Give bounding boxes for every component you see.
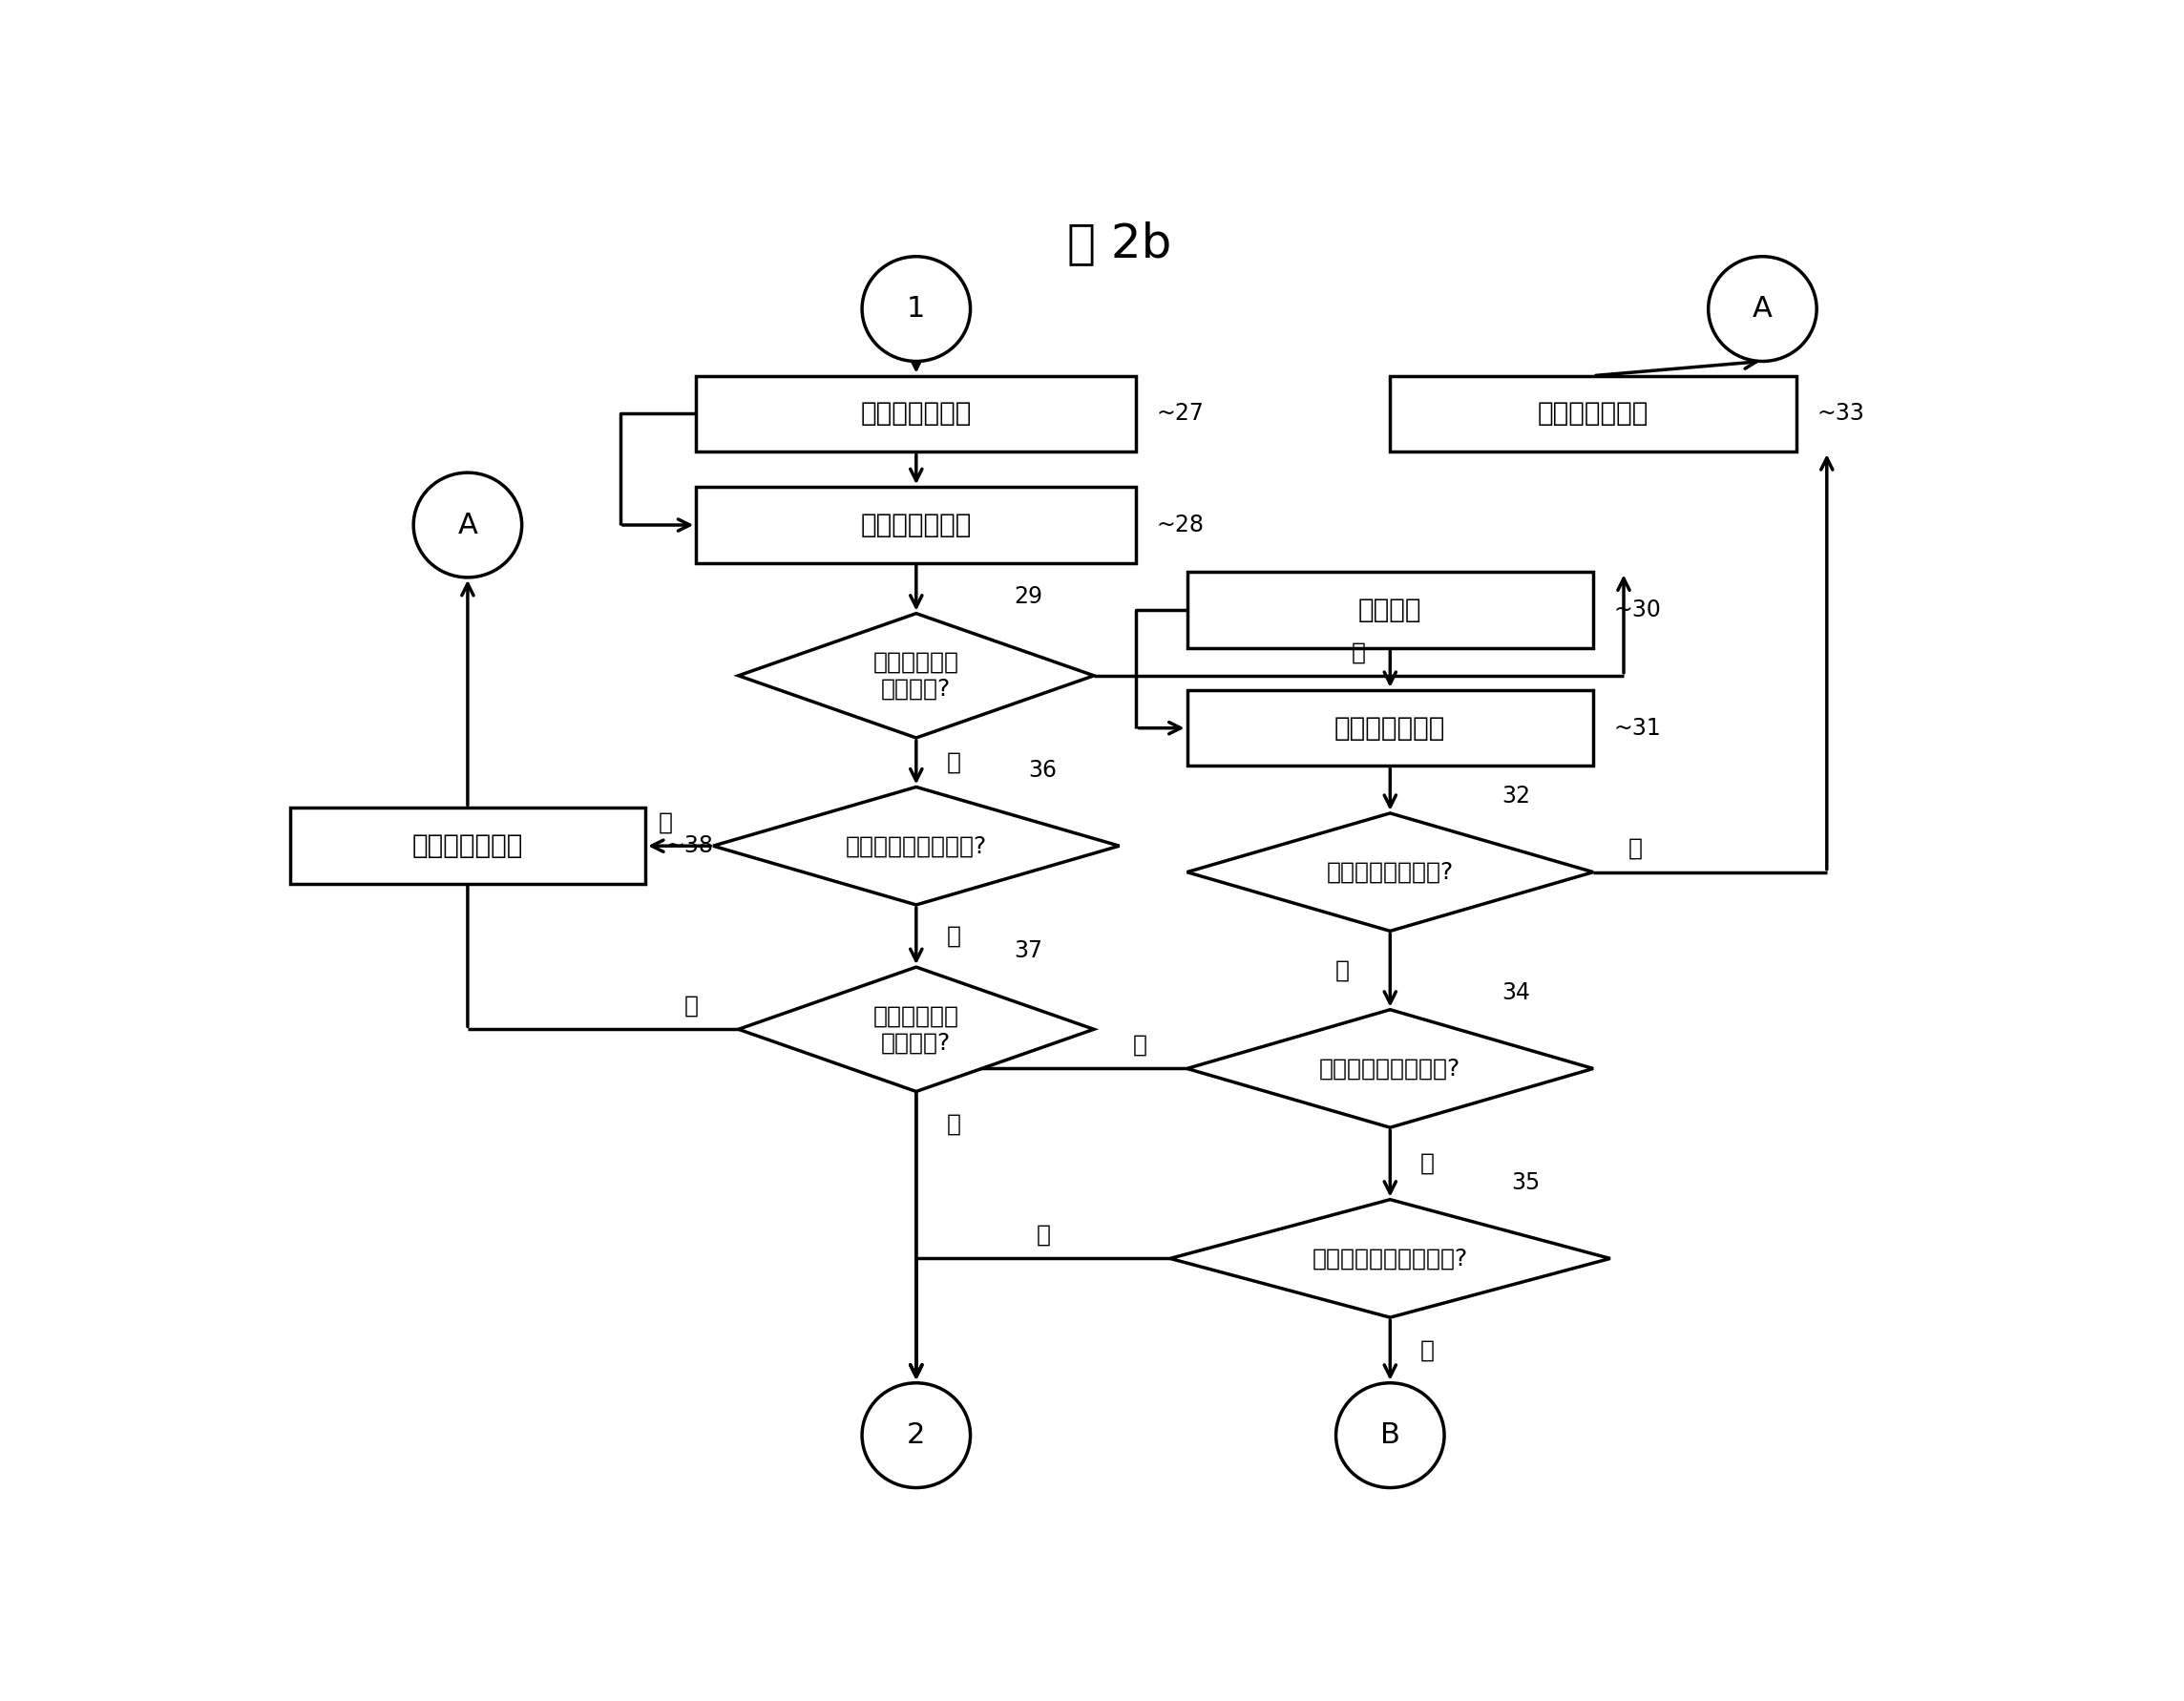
Text: 排水泵继续工作: 排水泵继续工作 [860,512,972,539]
Text: 是否收到运行指令?: 是否收到运行指令? [1326,861,1455,883]
Ellipse shape [1708,257,1817,361]
Text: 是否收到停止
运行指令?: 是否收到停止 运行指令? [874,651,959,701]
Text: A: A [459,512,478,539]
Text: 排水泵是否结束工作?: 排水泵是否结束工作? [1319,1056,1461,1080]
Polygon shape [738,614,1094,738]
Text: 开启电动膨胀阀: 开启电动膨胀阀 [413,832,524,859]
Text: 是: 是 [1629,837,1642,861]
Text: 否: 否 [1133,1034,1147,1056]
FancyBboxPatch shape [1188,691,1594,765]
Text: 29: 29 [1013,585,1042,609]
Text: 停止运行: 停止运行 [1358,597,1422,624]
Text: A: A [1752,294,1773,323]
Text: 否: 否 [684,995,699,1017]
Text: 37: 37 [1013,939,1042,961]
Polygon shape [738,968,1094,1092]
Text: 34: 34 [1503,981,1531,1004]
Polygon shape [1188,813,1594,930]
Text: 否: 否 [660,811,673,833]
Ellipse shape [413,473,522,577]
Text: ~28: ~28 [1158,514,1203,536]
Text: 否: 否 [1337,959,1350,981]
Text: 是: 是 [946,925,961,947]
Text: 32: 32 [1503,786,1531,808]
Text: 是否发生浮子
检测信号?: 是否发生浮子 检测信号? [874,1005,959,1055]
Text: B: B [1380,1422,1400,1449]
Text: ~38: ~38 [666,835,714,857]
FancyBboxPatch shape [290,808,646,885]
Text: 是: 是 [1035,1223,1051,1247]
Ellipse shape [1337,1383,1444,1488]
Text: 36: 36 [1029,759,1057,782]
Text: 排水泵是否结束工作?: 排水泵是否结束工作? [845,835,987,857]
Text: ~31: ~31 [1614,716,1662,740]
FancyBboxPatch shape [1188,572,1594,648]
Text: 是: 是 [946,1112,961,1136]
Text: 开启电动膨胀阀: 开启电动膨胀阀 [1538,400,1649,427]
FancyBboxPatch shape [697,486,1136,563]
Ellipse shape [863,1383,970,1488]
Polygon shape [1188,1010,1594,1128]
Text: 是: 是 [1420,1152,1435,1175]
Text: 否: 否 [946,750,961,774]
Text: ~30: ~30 [1614,599,1662,621]
Text: 2: 2 [906,1422,926,1449]
Polygon shape [1171,1199,1610,1317]
Text: 图 2b: 图 2b [1068,221,1171,267]
Text: 否: 否 [1420,1339,1435,1361]
Text: 1: 1 [906,294,926,323]
Ellipse shape [863,257,970,361]
FancyBboxPatch shape [697,376,1136,452]
Text: ~27: ~27 [1158,401,1203,425]
Text: 排水泵继续工作: 排水泵继续工作 [1334,714,1446,742]
Text: 是否发生浮子检测信号?: 是否发生浮子检测信号? [1313,1247,1468,1271]
Polygon shape [714,788,1120,905]
Text: 是: 是 [1352,641,1365,663]
Text: 35: 35 [1511,1172,1540,1194]
FancyBboxPatch shape [1391,376,1797,452]
Text: ~33: ~33 [1817,401,1865,425]
Text: 关闭电动膨胀阀: 关闭电动膨胀阀 [860,400,972,427]
